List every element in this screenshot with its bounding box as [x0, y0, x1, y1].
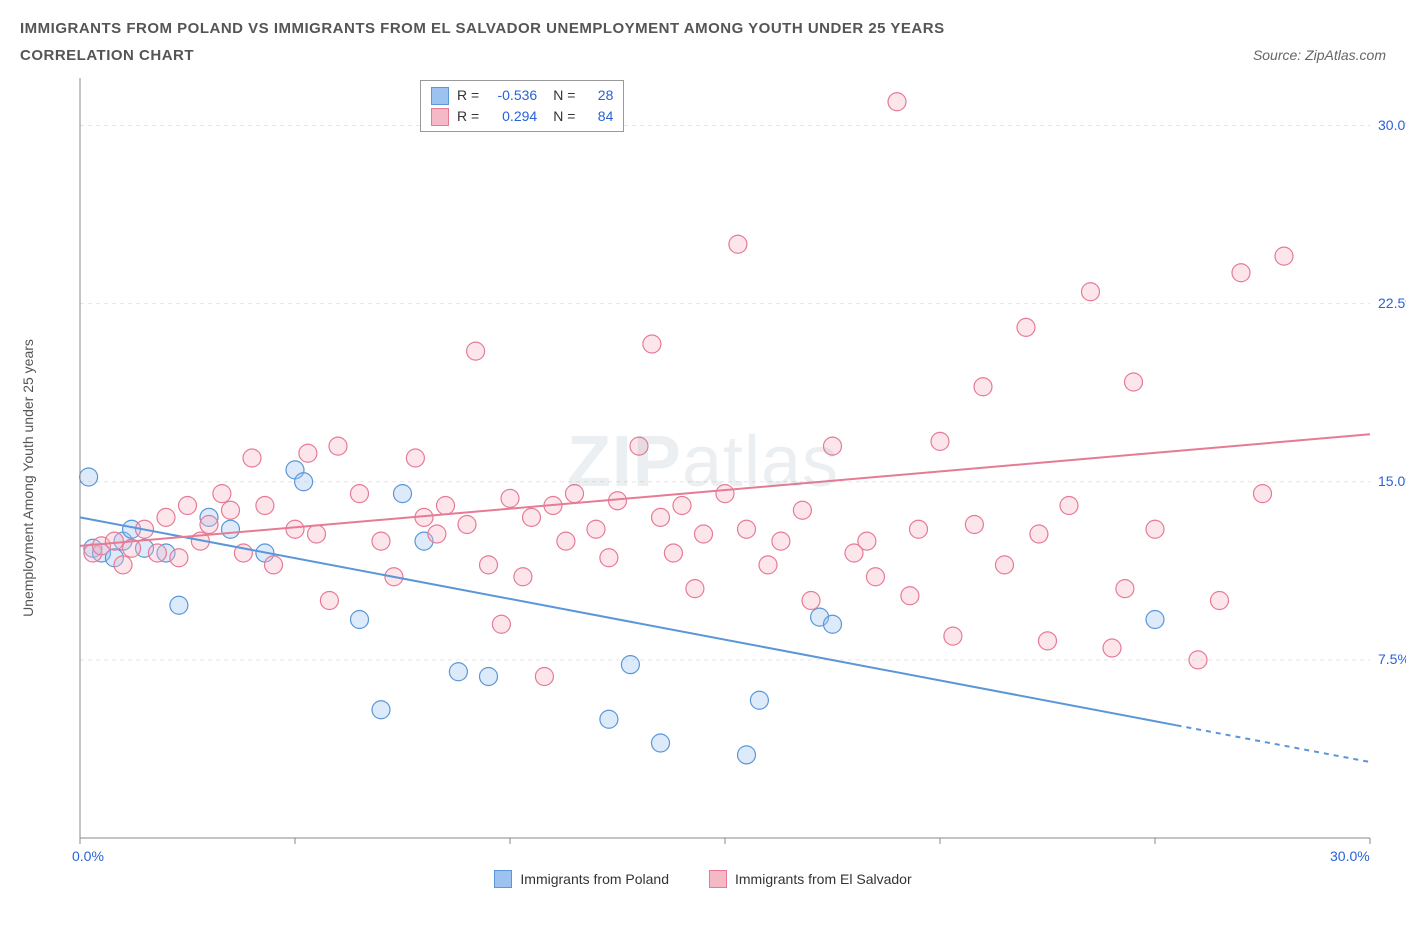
source-prefix: Source:: [1253, 47, 1305, 63]
legend-bottom: Immigrants from Poland Immigrants from El…: [20, 870, 1386, 888]
y-tick-label: 22.5%: [1378, 295, 1406, 311]
legend-item: Immigrants from Poland: [494, 870, 669, 888]
stat-r-label: R =: [457, 106, 479, 127]
stat-r-value: 0.294: [487, 106, 537, 127]
stat-n-label: N =: [553, 85, 575, 106]
title-block: IMMIGRANTS FROM POLAND VS IMMIGRANTS FRO…: [20, 20, 1386, 64]
scatter-chart: [20, 68, 1386, 858]
legend-swatch: [709, 870, 727, 888]
source-name: ZipAtlas.com: [1305, 47, 1386, 63]
stat-n-value: 84: [583, 106, 613, 127]
stats-swatch: [431, 87, 449, 105]
correlation-stats-box: R = -0.536 N = 28 R = 0.294 N = 84: [420, 80, 624, 132]
y-tick-label: 30.0%: [1378, 117, 1406, 133]
y-tick-label: 15.0%: [1378, 473, 1406, 489]
source-attribution: Source: ZipAtlas.com: [1253, 47, 1386, 63]
x-tick-label: 30.0%: [1330, 848, 1370, 864]
chart-subtitle: CORRELATION CHART: [20, 47, 194, 64]
stat-r-label: R =: [457, 85, 479, 106]
chart-title: IMMIGRANTS FROM POLAND VS IMMIGRANTS FRO…: [20, 20, 1386, 37]
x-tick-label: 0.0%: [72, 848, 104, 864]
y-tick-label: 7.5%: [1378, 651, 1406, 667]
stats-row: R = -0.536 N = 28: [431, 85, 613, 106]
stat-n-value: 28: [583, 85, 613, 106]
legend-label: Immigrants from Poland: [520, 871, 669, 887]
chart-container: Unemployment Among Youth under 25 years …: [20, 68, 1386, 888]
stat-n-label: N =: [553, 106, 575, 127]
legend-label: Immigrants from El Salvador: [735, 871, 912, 887]
subtitle-row: CORRELATION CHART Source: ZipAtlas.com: [20, 47, 1386, 64]
stats-swatch: [431, 108, 449, 126]
legend-item: Immigrants from El Salvador: [709, 870, 912, 888]
stats-row: R = 0.294 N = 84: [431, 106, 613, 127]
y-axis-label: Unemployment Among Youth under 25 years: [20, 339, 36, 617]
stat-r-value: -0.536: [487, 85, 537, 106]
legend-swatch: [494, 870, 512, 888]
